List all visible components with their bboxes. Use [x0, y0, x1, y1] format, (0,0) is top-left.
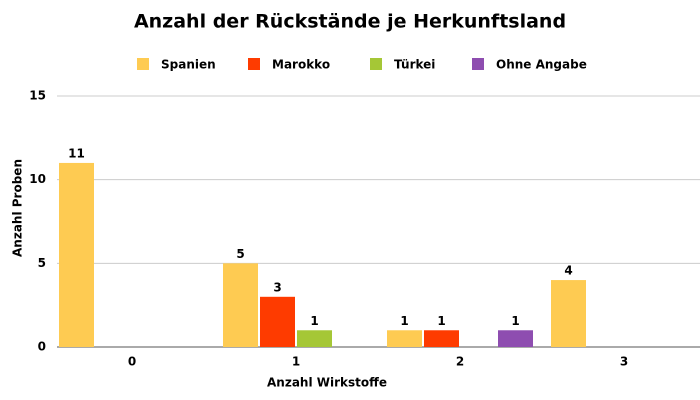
legend-swatch [248, 58, 260, 70]
data-label: 3 [273, 280, 281, 294]
legend-swatch [472, 58, 484, 70]
data-label: 1 [511, 314, 519, 328]
y-tick-label: 15 [29, 89, 46, 103]
x-tick-label: 0 [128, 355, 136, 369]
legend-swatch [137, 58, 149, 70]
bar [424, 330, 459, 347]
data-label: 4 [564, 264, 572, 278]
legend-label: Marokko [272, 58, 330, 72]
data-label: 1 [437, 314, 445, 328]
bar [260, 296, 295, 347]
y-tick-label: 0 [38, 340, 46, 354]
legend-label: Türkei [394, 58, 435, 72]
y-axis-label: Anzahl Proben [11, 159, 25, 257]
bar [297, 330, 332, 347]
x-tick-label: 1 [292, 355, 300, 369]
data-label: 1 [310, 314, 318, 328]
legend-label: Spanien [161, 58, 216, 72]
data-label: 5 [236, 247, 244, 261]
y-tick-label: 5 [38, 256, 46, 270]
x-tick-label: 2 [456, 355, 464, 369]
data-label: 1 [400, 314, 408, 328]
y-tick-label: 10 [29, 172, 46, 186]
bar [59, 162, 94, 347]
data-label: 11 [68, 146, 85, 160]
bar [223, 263, 258, 347]
x-axis-label: Anzahl Wirkstoffe [267, 376, 387, 390]
chart-title: Anzahl der Rückstände je Herkunftsland [134, 11, 566, 33]
bar [387, 330, 422, 347]
legend-label: Ohne Angabe [496, 58, 587, 72]
legend-swatch [370, 58, 382, 70]
x-tick-label: 3 [620, 355, 628, 369]
bar [551, 280, 586, 347]
bar [498, 330, 533, 347]
